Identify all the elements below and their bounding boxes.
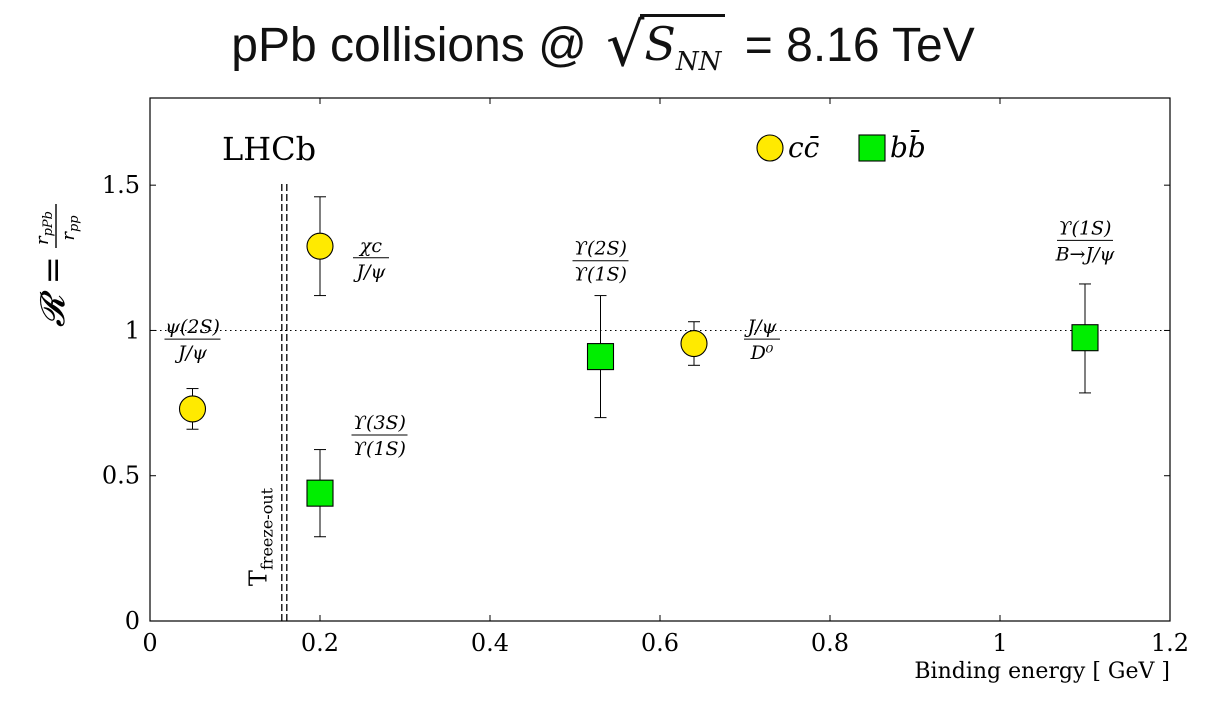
- plot-frame: [149, 97, 1171, 622]
- ticks-group: 0 0.2 0.4 0.6 0.8 1 1.2 0 0.5 1 1.5: [102, 98, 1189, 657]
- x-axis-label: Binding energy [ GeV ]: [914, 659, 1170, 684]
- y-tick-label: 0.5: [102, 462, 140, 490]
- point-label-numerator: J/ψ: [744, 316, 778, 338]
- x-tick-label: 1.2: [1151, 629, 1189, 657]
- point-label-denominator: D⁰: [750, 342, 774, 364]
- y-axis-label: 𝓡 = rpPb rpp: [32, 204, 82, 327]
- legend-label: cc̄: [788, 131, 820, 164]
- point-label-numerator: ψ(2S): [165, 316, 220, 338]
- legend-cc-swatch: [756, 134, 784, 162]
- point-label-denominator: ϒ(1S): [574, 264, 627, 286]
- legend-bb-swatch: [858, 134, 886, 162]
- title-prefix: pPb collisions @: [231, 19, 587, 73]
- point-label-numerator: ϒ(3S): [353, 412, 406, 434]
- y-tick-label: 1.5: [102, 171, 140, 199]
- point-label-numerator: ϒ(2S): [574, 238, 627, 260]
- sqrt-subscript: NN: [675, 47, 722, 78]
- point-labels-group: ψ(2S) J/ψ χc J/ψ J/ψ D⁰ ϒ(3S) ϒ(1S) ϒ(2S) ϒ(1S) ϒ(…: [164, 217, 1116, 460]
- x-tick-label: 0.8: [811, 629, 849, 657]
- bb-marker: [1071, 324, 1099, 352]
- bb-marker: [306, 479, 334, 507]
- freeze-out-group: Tfreeze-out: [244, 182, 288, 621]
- legend-label: bb̄: [890, 129, 926, 164]
- slide-title: pPb collisions @ √SNN = 8.16 TeV: [0, 14, 1206, 98]
- y-axis-label-denominator: rpp: [58, 215, 82, 241]
- y-axis-label-numerator: rpPb: [32, 211, 56, 245]
- point-label-denominator: J/ψ: [353, 261, 387, 283]
- point-label-numerator: ϒ(1S): [1059, 217, 1112, 239]
- y-axis-label-symbol: 𝓡 =: [33, 256, 73, 327]
- cc-marker: [680, 329, 708, 358]
- legend: cc̄ bb̄: [756, 129, 926, 164]
- sqrt-radicand: SNN: [640, 14, 726, 78]
- experiment-label: LHCb: [222, 130, 316, 168]
- freeze-out-label-sub: freeze-out: [257, 487, 276, 570]
- cc-marker: [306, 232, 334, 260]
- markers-group: [178, 232, 1099, 507]
- point-label-numerator: χc: [358, 235, 383, 257]
- freeze-out-label-main: T: [244, 570, 272, 586]
- point-label-denominator: ϒ(1S): [353, 438, 406, 460]
- title-suffix: = 8.16 TeV: [744, 19, 975, 73]
- x-tick-label: 1: [992, 629, 1007, 657]
- x-tick-label: 0.2: [301, 629, 339, 657]
- y-tick-label: 1: [125, 316, 140, 344]
- sqrt-variable: S: [644, 17, 676, 71]
- bb-marker: [586, 343, 615, 371]
- x-tick-label: 0: [142, 629, 157, 657]
- sqrt-expression: √SNN: [606, 14, 726, 78]
- x-tick-label: 0.6: [641, 629, 679, 657]
- y-tick-label: 0: [125, 607, 140, 635]
- sqrt-radical-symbol: √: [606, 10, 645, 81]
- point-label-denominator: B→J/ψ: [1055, 243, 1116, 265]
- cc-marker: [178, 395, 207, 423]
- x-tick-label: 0.4: [471, 629, 509, 657]
- freeze-out-label: Tfreeze-out: [244, 487, 276, 586]
- point-label-denominator: J/ψ: [174, 342, 208, 364]
